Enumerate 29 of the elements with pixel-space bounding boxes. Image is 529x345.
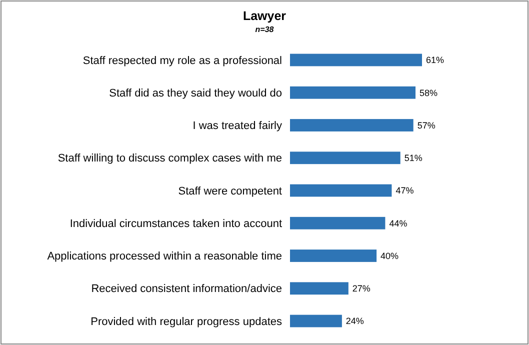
chart-subtitle: n=38 [255,25,274,34]
data-label: 24% [346,316,364,326]
y-tick-label: Staff did as they said they would do [109,87,282,100]
bar [290,119,414,132]
chart-title: Lawyer [242,9,286,23]
bar [290,216,386,230]
y-tick-label: Provided with regular progress updates [90,316,282,328]
bar [290,184,392,197]
data-label: 27% [352,284,370,294]
data-label: 40% [380,250,399,261]
data-label: 47% [396,186,414,196]
y-tick-label: Individual circumstances taken into account [70,218,282,230]
bar [290,314,342,328]
data-label: 57% [417,120,436,130]
bar [290,86,416,99]
y-tick-label: I was treated fairly [192,120,282,132]
data-label: 58% [420,88,438,98]
y-tick-label: Applications processed within a reasonable time [47,250,282,263]
y-tick-label: Staff were competent [178,185,282,198]
y-tick-label: Staff respected my role as a professional [82,54,282,67]
data-label: 51% [404,153,422,164]
y-tick-label: Staff willing to discuss complex cases with me [58,152,282,165]
bar [290,152,400,164]
data-label: 44% [389,218,408,228]
data-label: 61% [426,55,444,66]
bar [290,54,422,66]
bar [290,282,348,295]
y-tick-label: Received consistent information/advice [91,283,282,296]
bar [290,250,377,262]
